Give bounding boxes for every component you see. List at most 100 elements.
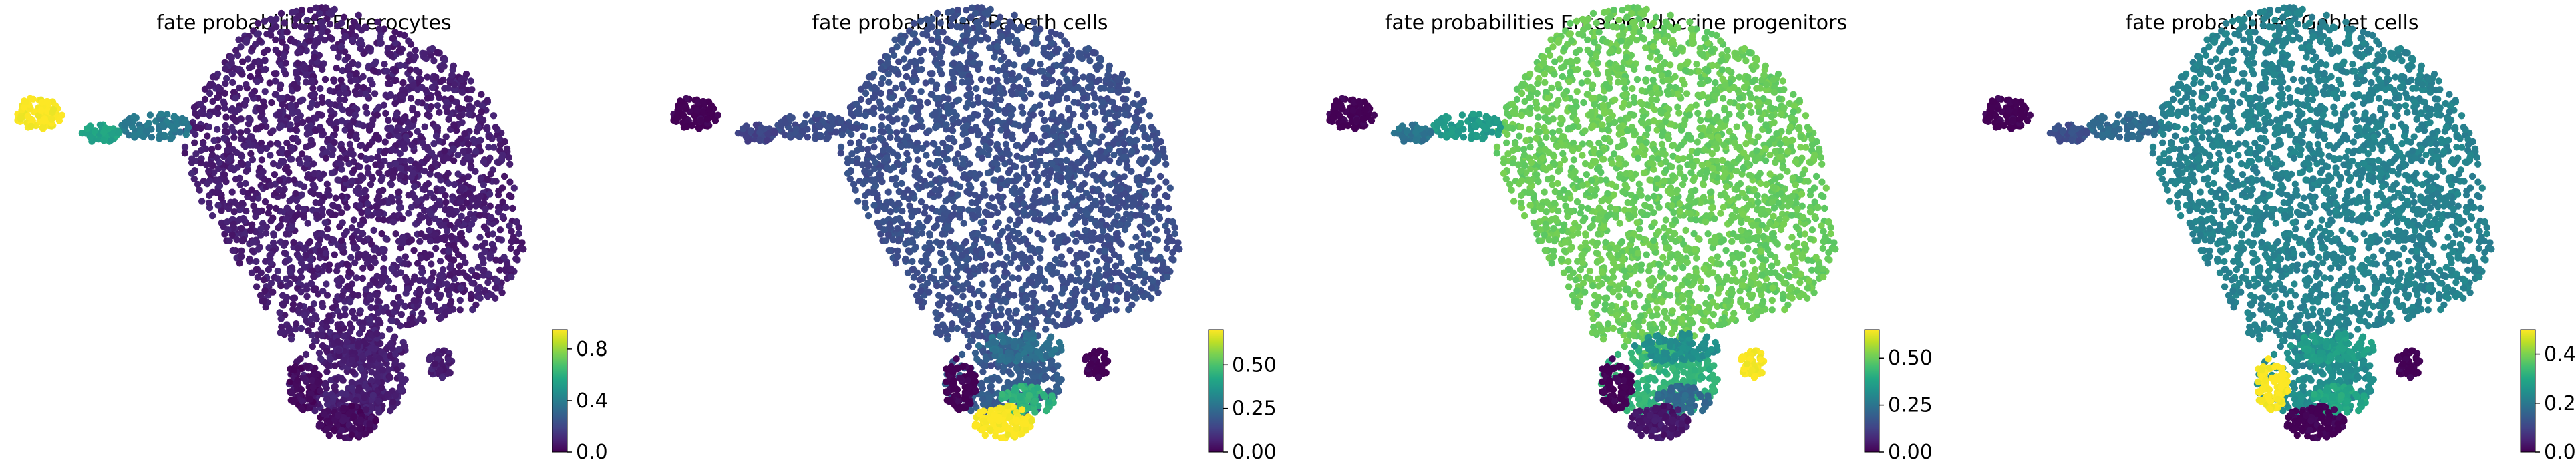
cell-point [368,121,376,128]
cell-point [293,115,301,123]
cell-point [462,259,469,266]
cell-point [265,266,273,274]
cell-point [508,193,515,200]
cell-point [289,306,297,313]
cell-point [205,168,212,175]
cell-point [458,84,466,91]
cell-point [477,136,484,144]
cell-point [367,180,375,188]
cell-point [510,234,517,241]
cell-point [437,78,444,85]
cell-point [461,130,468,138]
cell-point [374,18,381,26]
cell-point [273,15,280,23]
cell-point [344,282,351,290]
cell-point [375,298,383,306]
cell-point [317,174,324,182]
cell-point [494,208,502,216]
cell-point [430,57,438,65]
cell-point [277,81,285,89]
cell-point [431,360,438,367]
cell-point [931,186,939,194]
cell-point [926,232,933,239]
cell-point [921,266,929,274]
cell-point [384,80,392,87]
cell-point [496,141,504,148]
cell-point [937,165,945,173]
cell-point [974,29,981,36]
cell-point [427,190,434,197]
cell-point [383,67,391,75]
cell-point [304,220,311,227]
cell-point [310,286,317,294]
cell-point [285,324,293,332]
cell-point [467,295,475,302]
cell-point [249,247,256,254]
cell-point [442,308,450,316]
cell-point [925,127,933,134]
cell-point [369,81,376,88]
cell-point [345,268,353,276]
cell-point [884,70,892,78]
cell-point [487,214,495,221]
cell-point [389,398,397,406]
cell-point [503,145,511,152]
cell-point [334,176,341,184]
cell-point [317,85,324,93]
cell-point [965,342,972,350]
cell-point [451,180,458,188]
cell-point [260,276,267,284]
cell-point [953,23,961,31]
cell-point [943,336,951,343]
cell-point [1112,262,1119,270]
cell-point [393,127,401,135]
cell-point [304,174,311,181]
cell-point [282,59,289,67]
cell-point [405,37,412,45]
cell-point [242,180,249,187]
cell-point [412,297,420,304]
cell-point [357,365,365,373]
cell-point [432,123,440,131]
cell-point [431,302,438,309]
cell-point [305,327,312,334]
cell-point [884,124,892,132]
cell-point [1168,255,1176,262]
cell-point [993,43,1001,51]
cell-point [426,226,433,234]
cell-point [436,367,444,374]
cell-point [488,291,496,298]
cell-point [325,208,333,216]
cell-point [1033,162,1041,170]
cell-point [1015,73,1023,81]
cell-point [224,218,231,226]
cell-point [328,11,335,18]
cell-point [218,207,225,214]
cell-point [397,164,404,172]
cell-point [444,286,451,294]
cell-point [448,71,456,79]
cell-point [964,99,972,107]
cell-point [86,122,94,130]
cell-point [386,374,394,381]
cell-point [232,47,240,54]
cell-point [1026,226,1033,234]
cell-point [899,81,906,88]
cell-point [402,133,410,140]
cell-point [393,270,400,278]
cell-point [1092,258,1100,265]
cell-point [271,77,279,85]
cell-point [1029,292,1037,299]
cell-point [1040,80,1048,87]
cell-point [970,39,977,46]
cell-point [338,209,345,216]
cell-point [443,227,451,234]
cell-point [280,53,288,61]
cell-point [292,190,299,197]
cell-point [889,47,896,54]
cell-point [433,201,441,208]
cell-point [410,183,418,190]
cell-point [337,160,345,168]
cell-point [266,203,273,211]
cell-point [349,308,356,316]
